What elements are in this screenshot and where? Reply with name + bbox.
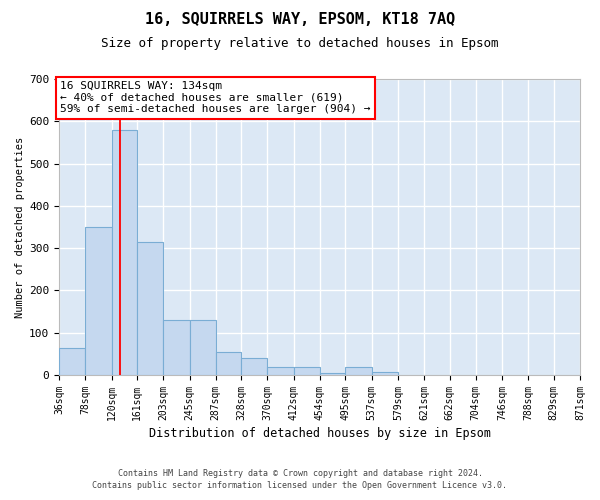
Bar [241,358,268,375]
Text: Size of property relative to detached houses in Epsom: Size of property relative to detached ho… [101,38,499,51]
Bar [190,320,216,375]
Bar [371,372,398,375]
Bar [320,373,346,375]
Text: Contains HM Land Registry data © Crown copyright and database right 2024.: Contains HM Land Registry data © Crown c… [118,468,482,477]
Bar [293,366,320,375]
Y-axis label: Number of detached properties: Number of detached properties [15,136,25,318]
Text: 16 SQUIRRELS WAY: 134sqm
← 40% of detached houses are smaller (619)
59% of semi-: 16 SQUIRRELS WAY: 134sqm ← 40% of detach… [61,81,371,114]
X-axis label: Distribution of detached houses by size in Epsom: Distribution of detached houses by size … [149,427,491,440]
Bar [112,130,137,375]
Bar [163,320,190,375]
Bar [59,348,85,375]
Bar [216,352,241,375]
Text: Contains public sector information licensed under the Open Government Licence v3: Contains public sector information licen… [92,481,508,490]
Bar [346,366,371,375]
Text: 16, SQUIRRELS WAY, EPSOM, KT18 7AQ: 16, SQUIRRELS WAY, EPSOM, KT18 7AQ [145,12,455,28]
Bar [137,242,163,375]
Bar [268,366,293,375]
Bar [85,227,112,375]
